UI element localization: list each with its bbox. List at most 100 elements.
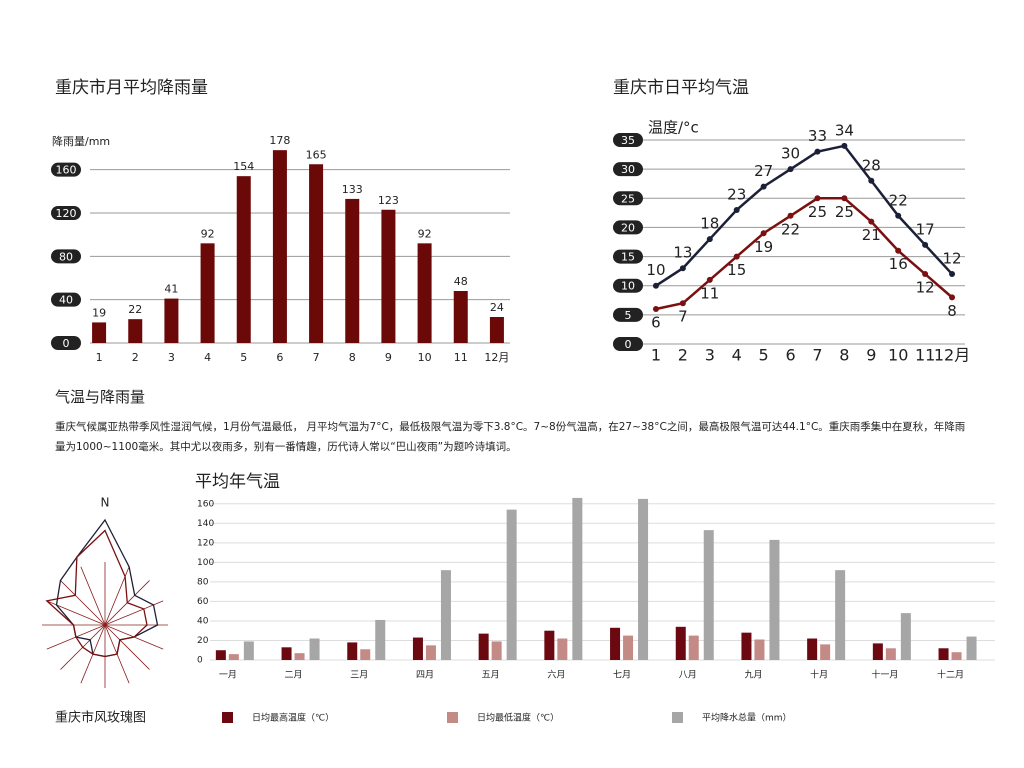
point (922, 271, 929, 278)
data-label: 165 (306, 148, 327, 161)
y-tick-label: 5 (625, 309, 632, 322)
x-tick-label: 十月 (810, 669, 828, 681)
bar (345, 198, 360, 343)
x-tick-label: 1 (96, 351, 103, 364)
rose-line (55, 518, 159, 658)
bar (272, 150, 287, 343)
line (655, 197, 953, 311)
bar (294, 653, 305, 660)
data-label: 11 (700, 284, 719, 302)
tick-pill (613, 249, 643, 264)
bar (623, 635, 634, 660)
data-label: 133 (342, 183, 363, 196)
data-label: 92 (201, 227, 215, 240)
data-label: 23 (727, 185, 746, 203)
x-tick-label: 2 (132, 351, 139, 364)
data-label: 22 (781, 220, 800, 238)
x-tick-label: 8 (839, 346, 849, 365)
bar (506, 509, 517, 660)
tick-pill (613, 220, 643, 235)
chart-title: 重庆市风玫瑰图 (55, 710, 146, 726)
bar (347, 642, 358, 660)
bar (489, 317, 504, 343)
x-tick-label: 6 (276, 351, 283, 364)
legend-swatch (672, 712, 683, 723)
y-tick-label: 0 (63, 337, 70, 350)
data-label: 18 (700, 215, 719, 233)
data-label: 154 (233, 160, 254, 173)
data-label: 41 (164, 283, 178, 296)
tick-pill (51, 162, 81, 177)
point (652, 282, 659, 289)
y-tick-label: 160 (56, 164, 77, 177)
bar (425, 645, 436, 660)
data-label: 13 (673, 244, 692, 262)
point (787, 212, 794, 219)
point (706, 236, 713, 243)
point (868, 218, 875, 225)
x-tick-label: 一月 (219, 670, 237, 681)
point (760, 183, 767, 190)
y-tick-label: 20 (621, 221, 635, 234)
chart-title: 重庆市月平均降雨量 (55, 78, 208, 98)
x-tick-label: 10 (888, 346, 908, 365)
legend-label: 日均最低温度（℃） (477, 712, 559, 724)
legend-swatch (222, 712, 233, 723)
section-body: 重庆气候属亚热带季风性湿润气候，1月份气温最低， 月平均气温为7°C，最低极限气… (55, 421, 966, 453)
bar (872, 643, 883, 660)
bar (164, 298, 179, 343)
bar (128, 319, 143, 343)
bar (478, 633, 489, 660)
point (706, 276, 713, 283)
data-label: 28 (862, 156, 881, 174)
point (841, 142, 848, 149)
y-tick-label: 25 (621, 192, 635, 205)
x-tick-label: 6 (785, 346, 795, 365)
bar (688, 635, 699, 660)
bar (412, 637, 423, 660)
data-label: 22 (128, 303, 142, 316)
legend-label: 日均最高温度（℃） (252, 712, 334, 724)
x-tick-label: 3 (168, 351, 175, 364)
bar (309, 638, 320, 660)
data-label: 8 (947, 302, 957, 320)
tick-pill (613, 307, 643, 322)
tick-pill (613, 278, 643, 293)
bar (215, 650, 226, 660)
x-tick-label: 9 (385, 351, 392, 364)
data-label: 24 (490, 301, 504, 314)
data-label: 92 (418, 227, 432, 240)
bar (544, 630, 555, 660)
x-tick-label: 七月 (613, 670, 631, 681)
bar (703, 530, 714, 660)
data-label: 25 (808, 203, 827, 221)
bar (951, 652, 962, 660)
data-label: 34 (835, 121, 854, 139)
data-label: 30 (781, 145, 800, 163)
bar (638, 498, 649, 660)
data-label: 22 (889, 191, 908, 209)
data-label: 17 (916, 220, 935, 238)
x-tick-label: 五月 (482, 670, 500, 681)
data-label: 19 (92, 306, 106, 319)
point (841, 195, 848, 202)
bar (741, 632, 752, 660)
x-tick-label: 11 (454, 351, 468, 364)
y-tick-label: 40 (59, 294, 73, 307)
x-tick-label: 三月 (350, 670, 368, 681)
x-tick-label: 四月 (416, 670, 434, 681)
y-tick-label: 10 (621, 280, 635, 293)
y-axis-label: 降雨量/mm (52, 134, 110, 148)
bar (820, 644, 831, 660)
point (733, 206, 740, 213)
y-tick-label: 0 (197, 656, 203, 666)
y-tick-label: 80 (197, 577, 209, 587)
x-tick-label: 9 (866, 346, 876, 365)
y-tick-label: 140 (197, 519, 214, 529)
x-tick-label: 九月 (744, 670, 762, 681)
y-tick-label: 35 (621, 134, 635, 147)
data-label: 25 (835, 203, 854, 221)
data-label: 178 (269, 134, 290, 147)
bar (754, 639, 765, 660)
